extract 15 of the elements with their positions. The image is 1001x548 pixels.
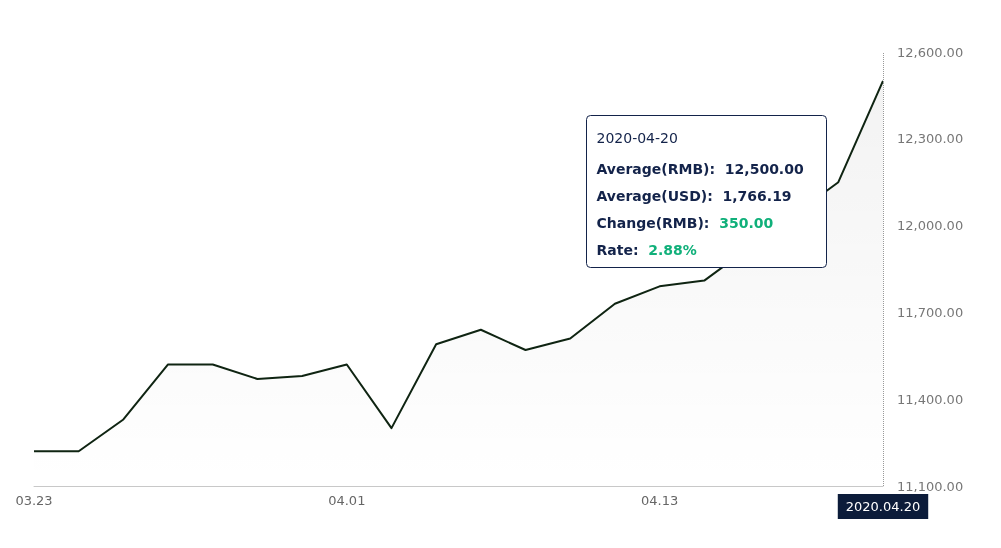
x-tick-label: 04.01	[328, 493, 366, 508]
x-tick-label: 03.23	[15, 493, 53, 508]
annotation: Average(USD): 1,766.19	[596, 187, 792, 204]
x-tick-label: 2020.04.20	[845, 499, 921, 514]
y-tick-label: 12,600.00	[897, 44, 964, 60]
y-tick-label: 11,100.00	[897, 478, 964, 494]
annotation: 2020-04-20	[596, 129, 678, 146]
annotation: Change(RMB): 350.00	[596, 214, 774, 231]
y-tick-label: 11,700.00	[897, 304, 964, 320]
annotation: Rate: 2.88%	[596, 241, 697, 258]
y-tick-label: 12,300.00	[897, 131, 964, 147]
x-tick-label: 04.13	[640, 493, 679, 508]
annotation: Average(RMB): 12,500.00	[596, 160, 804, 177]
y-tick-label: 12,000.00	[897, 218, 964, 234]
y-tick-label: 11,400.00	[897, 391, 964, 407]
